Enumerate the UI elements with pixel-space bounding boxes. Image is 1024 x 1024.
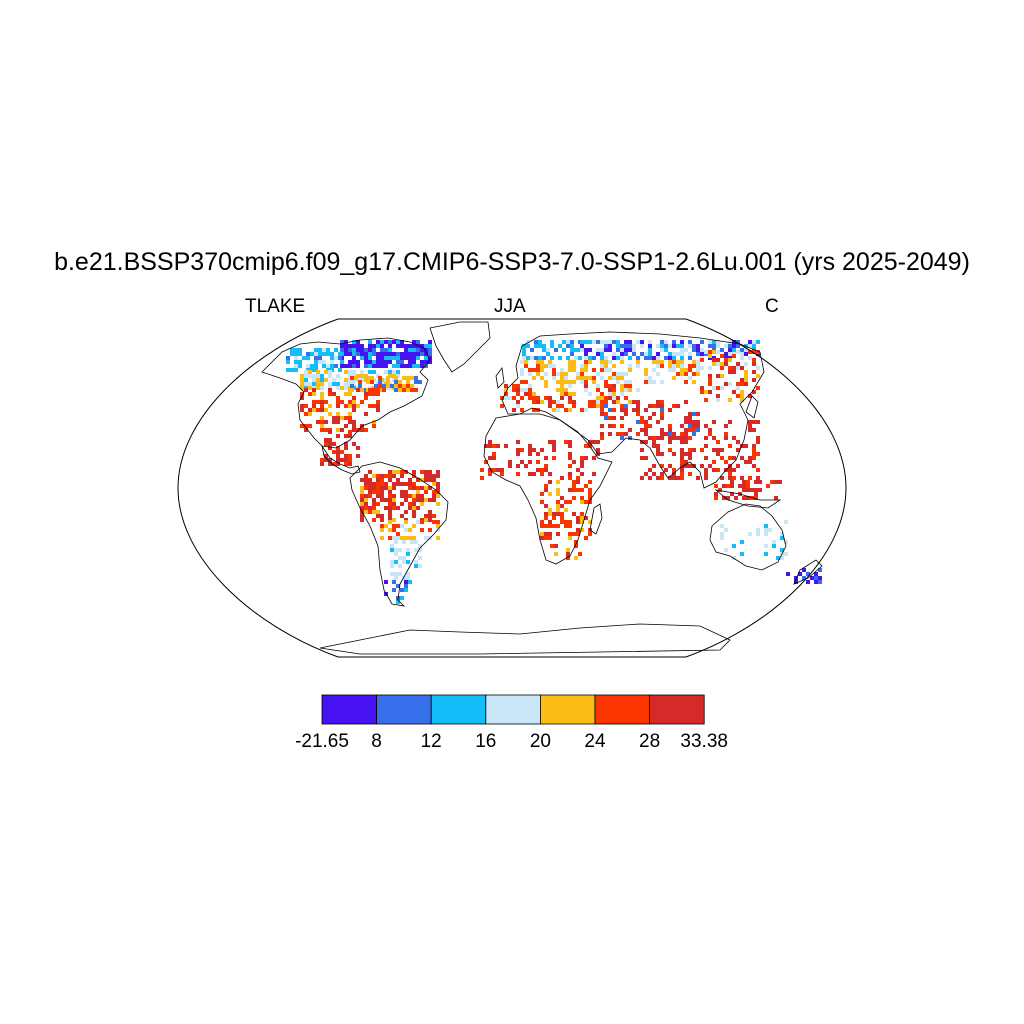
coastline-greenland (429, 321, 491, 373)
coastline-uk (495, 366, 505, 389)
coastline-eurasia (501, 331, 765, 489)
colorbar-box-2 (430, 694, 487, 725)
lake-temperature-cells (286, 340, 822, 604)
coastline-australia (709, 503, 787, 571)
colorbar-box-0 (321, 694, 377, 725)
colorbar-label-3: 16 (475, 731, 497, 752)
colorbar-box-1 (376, 694, 432, 725)
coastline-north-america (261, 337, 431, 449)
colorbar-label-5: 24 (584, 731, 606, 752)
variable-label: TLAKE (245, 296, 306, 317)
colorbar-label-1: 8 (371, 731, 382, 752)
colorbar-box-4 (540, 694, 596, 725)
map-title: b.e21.BSSP370cmip6.f09_g17.CMIP6-SSP3-7.… (54, 248, 970, 276)
colorbar-label-6: 28 (639, 731, 661, 752)
colorbar (321, 694, 705, 725)
coastline-new-zealand (793, 559, 823, 585)
colorbar-label-2: 12 (420, 731, 442, 752)
colorbar-label-4: 20 (529, 731, 551, 752)
coastline-japan (745, 395, 759, 419)
colorbar-box-3 (485, 694, 541, 725)
coastline-indonesia (714, 489, 782, 509)
colorbar-box-6 (649, 694, 705, 725)
coastline-central-america (321, 445, 361, 475)
coastline-antarctica (319, 623, 731, 655)
coastline-madagascar (589, 503, 603, 535)
coastline-africa (483, 413, 613, 565)
map-boundary (177, 318, 847, 658)
units-label: C (765, 296, 779, 317)
coastlines (261, 321, 823, 655)
colorbar-box-5 (594, 694, 650, 725)
coastline-south-america (349, 461, 449, 607)
season-label: JJA (494, 296, 526, 317)
colorbar-label-0: -21.65 (295, 731, 349, 752)
colorbar-label-7: 33.38 (680, 731, 728, 752)
